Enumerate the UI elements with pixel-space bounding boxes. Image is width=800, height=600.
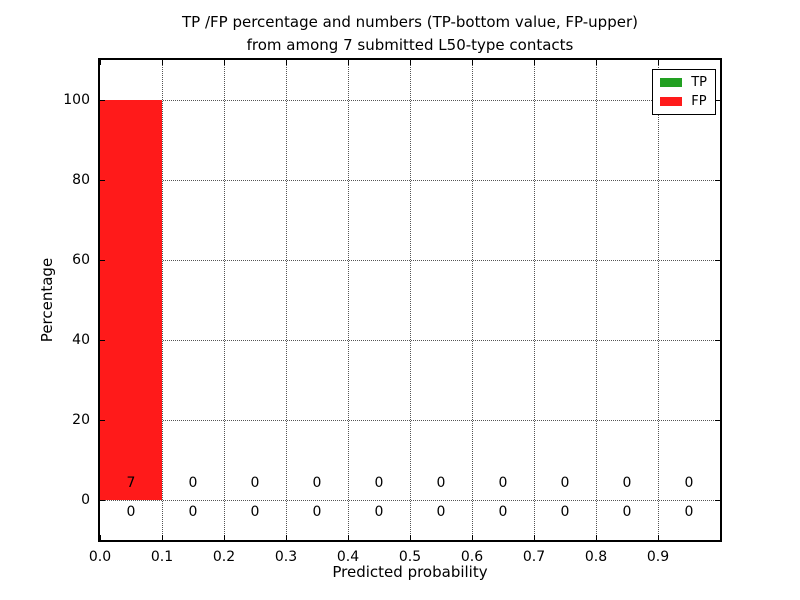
x-tick-label: 0.2	[212, 549, 236, 565]
x-tick-mark-top	[161, 60, 163, 65]
fp-count-label: 0	[188, 475, 198, 491]
x-tick-mark	[533, 535, 535, 540]
x-tick-mark-top	[471, 60, 473, 65]
y-tick-label: 100	[63, 92, 90, 108]
legend-label-fp: FP	[691, 94, 707, 109]
v-gridline	[534, 60, 535, 540]
fp-count-label: 0	[312, 475, 322, 491]
legend: TP FP	[652, 69, 716, 115]
y-tick-mark	[100, 179, 105, 181]
chart-title-line-1: TP /FP percentage and numbers (TP-bottom…	[182, 13, 638, 31]
x-tick-label: 0.3	[274, 549, 298, 565]
v-gridline	[472, 60, 473, 540]
chart-title: TP /FP percentage and numbers (TP-bottom…	[100, 11, 720, 57]
x-tick-label: 0.5	[398, 549, 422, 565]
chart-title-line-2: from among 7 submitted L50-type contacts	[246, 36, 574, 54]
y-tick-mark	[100, 339, 105, 341]
v-gridline	[658, 60, 659, 540]
tp-count-label: 0	[312, 504, 322, 520]
tp-count-label: 0	[374, 504, 384, 520]
fp-count-label: 0	[498, 475, 508, 491]
x-tick-mark-top	[285, 60, 287, 65]
tp-count-label: 0	[560, 504, 570, 520]
fp-count-label: 0	[560, 475, 570, 491]
v-gridline	[596, 60, 597, 540]
tp-count-label: 0	[436, 504, 446, 520]
y-tick-label: 20	[72, 412, 90, 428]
v-gridline	[348, 60, 349, 540]
tp-count-label: 0	[684, 504, 694, 520]
x-tick-label: 0.8	[584, 549, 608, 565]
x-tick-mark	[347, 535, 349, 540]
y-tick-mark-right	[715, 179, 720, 181]
fp-count-label: 0	[250, 475, 260, 491]
tp-count-label: 0	[188, 504, 198, 520]
x-tick-mark-top	[223, 60, 225, 65]
x-tick-label: 0.1	[150, 549, 174, 565]
x-tick-mark	[285, 535, 287, 540]
tp-color-swatch	[660, 78, 683, 87]
fp-count-label: 7	[126, 475, 136, 491]
y-tick-mark-right	[715, 419, 720, 421]
x-axis-label: Predicted probability	[332, 563, 488, 581]
x-tick-label: 0.4	[336, 549, 360, 565]
fp-count-label: 0	[684, 475, 694, 491]
plot-area: 0.0 0.1 0.2 0.3 0.4 0.5 0.6 0.7 0.8 0.9 0 20 40 60 80 1…	[63, 60, 720, 565]
tp-count-label: 0	[126, 504, 136, 520]
tp-count-label: 0	[250, 504, 260, 520]
x-tick-mark	[223, 535, 225, 540]
x-tick-mark	[657, 535, 659, 540]
x-tick-mark	[471, 535, 473, 540]
x-tick-mark-top	[657, 60, 659, 65]
y-tick-label: 0	[81, 492, 90, 508]
x-tick-label: 0.6	[460, 549, 484, 565]
fp-count-label: 0	[622, 475, 632, 491]
y-tick-mark-right	[715, 339, 720, 341]
x-tick-label: 0.7	[522, 549, 546, 565]
y-tick-mark	[100, 499, 105, 501]
x-tick-mark-top	[99, 60, 101, 65]
y-tick-mark-right	[715, 259, 720, 261]
x-tick-label: 0.9	[646, 549, 670, 565]
tp-count-label: 0	[498, 504, 508, 520]
x-tick-mark-top	[347, 60, 349, 65]
v-gridline	[410, 60, 411, 540]
y-tick-label: 80	[72, 172, 90, 188]
x-tick-mark	[595, 535, 597, 540]
y-tick-label: 60	[72, 252, 90, 268]
v-gridline	[162, 60, 163, 540]
fp-count-label: 0	[374, 475, 384, 491]
v-gridline	[224, 60, 225, 540]
fp-color-swatch	[660, 97, 683, 106]
tp-count-label: 0	[622, 504, 632, 520]
x-tick-mark-top	[533, 60, 535, 65]
y-tick-label: 40	[72, 332, 90, 348]
y-tick-mark-right	[715, 99, 720, 101]
fp-count-label: 0	[436, 475, 446, 491]
legend-label-tp: TP	[691, 75, 707, 90]
legend-item-fp: FP	[660, 93, 707, 110]
x-tick-mark	[409, 535, 411, 540]
x-tick-mark	[99, 535, 101, 540]
y-tick-mark-right	[715, 499, 720, 501]
legend-item-tp: TP	[660, 74, 707, 91]
y-tick-mark	[100, 259, 105, 261]
y-tick-mark	[100, 99, 105, 101]
x-tick-label: 0.0	[88, 549, 112, 565]
x-tick-mark-top	[595, 60, 597, 65]
fp-bar	[100, 100, 162, 500]
x-tick-mark	[161, 535, 163, 540]
x-tick-mark-top	[409, 60, 411, 65]
y-tick-mark	[100, 419, 105, 421]
v-gridline	[286, 60, 287, 540]
